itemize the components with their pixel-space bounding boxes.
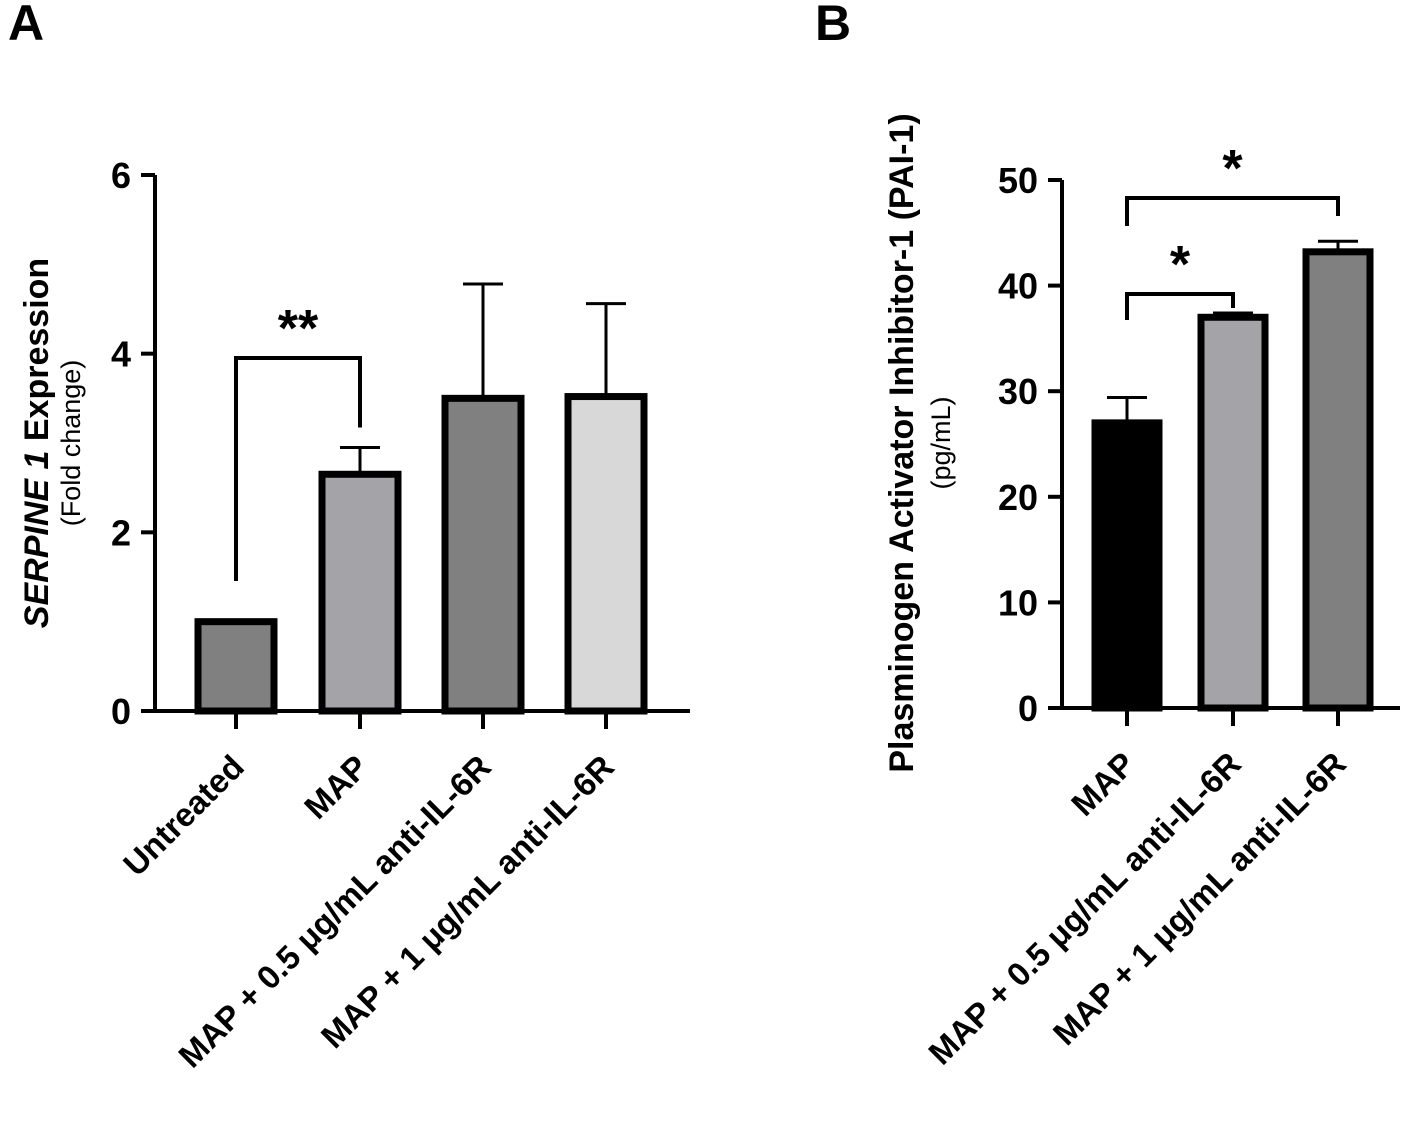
panel-b-bar [1302, 248, 1374, 712]
panel-b-bar [1091, 419, 1163, 712]
panel-a-bar [318, 470, 402, 715]
panel-a-y-axis-title: SERPINE 1 Expression [18, 258, 56, 628]
panel-b-y-tick-label: 20 [998, 477, 1038, 518]
panel-letter-a: A [8, 0, 44, 51]
panel-a-bar [564, 393, 648, 715]
panel-a-y-tick-label: 2 [111, 512, 131, 553]
panel-b-y-axis-subtitle: (pg/mL) [926, 396, 956, 489]
panel-b-bar [1197, 313, 1269, 712]
panel-b-significance-bracket [1125, 196, 1340, 226]
panel-a-y-tick-label: 6 [111, 155, 131, 196]
panel-a-significance-label: ** [278, 300, 319, 358]
panel-a-category-label: Untreated [116, 748, 251, 883]
panel-letter-b: B [815, 0, 851, 51]
panel-a-significance-bracket [234, 356, 362, 581]
panel-b-significance-label: * [1170, 236, 1191, 294]
panel-b-y-tick-label: 0 [1018, 688, 1038, 729]
panel-a-y-axis-title-rest: Expression [18, 258, 56, 451]
panel-b-category-label: MAP [1064, 745, 1142, 823]
panel-a-y-axis-title-gene: SERPINE 1 [18, 451, 56, 629]
panel-a-bar [194, 618, 278, 715]
panel-b-y-tick-label: 40 [998, 266, 1038, 307]
panel-a-y-tick-label: 0 [111, 691, 131, 732]
panel-b-y-tick-label: 10 [998, 582, 1038, 623]
panel-b-y-tick-label: 30 [998, 371, 1038, 412]
panel-b-y-tick-label: 50 [998, 160, 1038, 201]
panel-b-y-axis-title: Plasminogen Activator Inhibitor-1 (PAI-1… [883, 113, 921, 772]
panel-a-bar [441, 394, 525, 715]
panel-a-y-tick-label: 4 [111, 334, 131, 375]
panel-b-chart: Plasminogen Activator Inhibitor-1 (PAI-1… [883, 113, 1400, 1072]
panel-b-significance-bracket [1125, 292, 1235, 320]
panel-a-chart: SERPINE 1 Expression (Fold change) 0 2 4 6 U… [18, 155, 690, 1075]
panel-a-y-axis-subtitle: (Fold change) [56, 360, 86, 527]
panel-a-category-label: MAP [297, 748, 375, 826]
panel-b-significance-label: * [1222, 140, 1243, 198]
